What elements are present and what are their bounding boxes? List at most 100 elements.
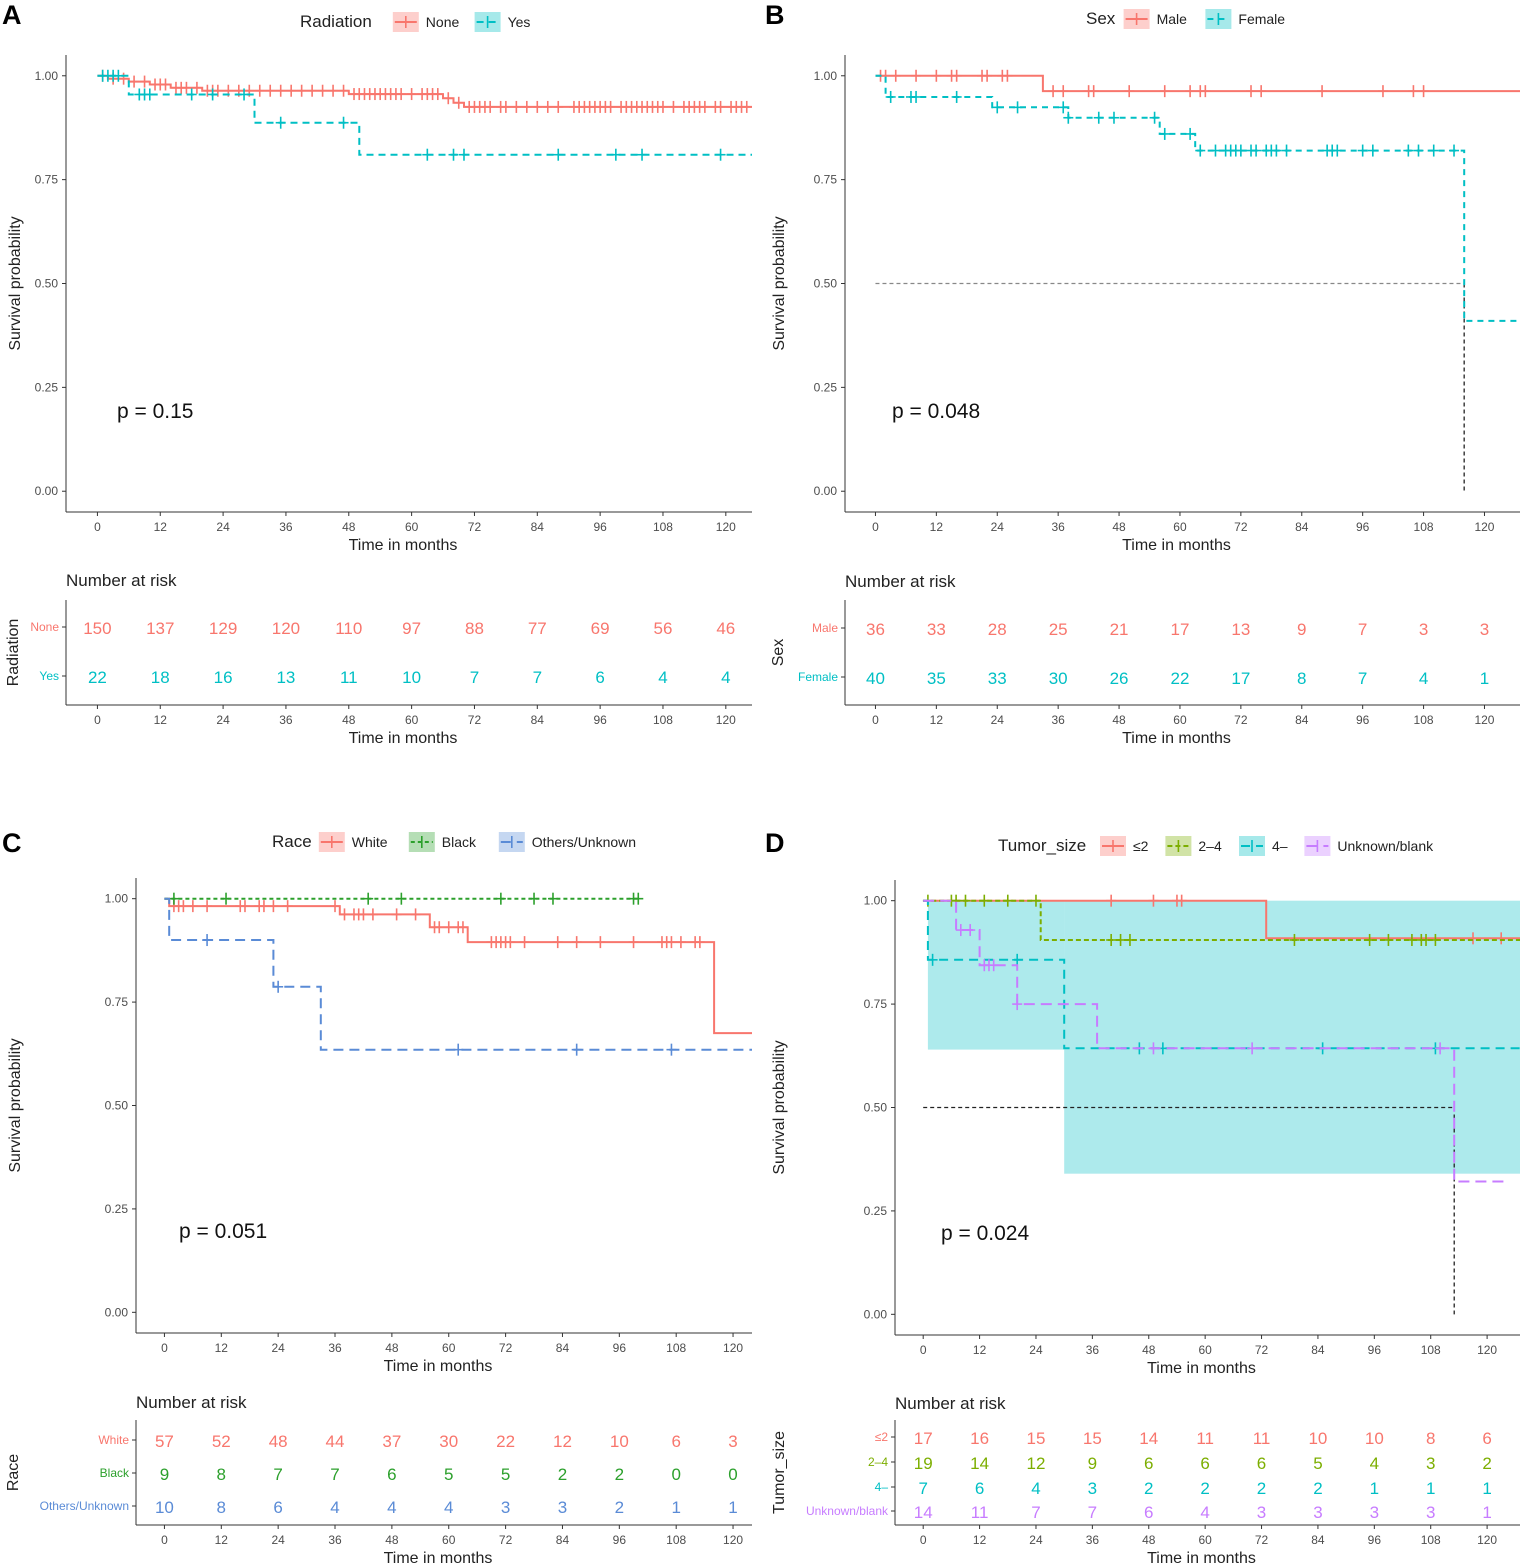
panel-letter: D	[765, 828, 785, 858]
x-tick-label: 36	[328, 1341, 342, 1355]
risk-count: 17	[1171, 620, 1190, 639]
risk-count: 26	[1110, 669, 1129, 688]
risk-count: 1	[728, 1498, 737, 1517]
risk-row-label: Male	[812, 621, 838, 635]
risk-x-tick-label: 84	[1311, 1533, 1325, 1547]
y-tick-label: 0.75	[105, 995, 129, 1009]
panel-A: A Radiation None Yes 0.00 0.25 0.50 0.75 1.00 0 12…	[2, 0, 752, 747]
risk-count: 13	[1231, 620, 1250, 639]
legend-label: Unknown/blank	[1337, 838, 1434, 854]
legend: Sex Male Female	[1086, 9, 1285, 29]
legend-label: White	[352, 834, 388, 850]
risk-x-axis-title: Time in months	[1122, 730, 1231, 747]
risk-count: 2	[1313, 1479, 1322, 1498]
risk-count: 48	[269, 1432, 288, 1451]
risk-count: 21	[1110, 620, 1129, 639]
risk-row-label: Unknown/blank	[806, 1504, 889, 1518]
legend-label: None	[426, 14, 460, 30]
risk-x-tick-label: 120	[723, 1533, 743, 1547]
confidence-band	[1064, 900, 1520, 1174]
x-axis-title: Time in months	[384, 1358, 493, 1375]
risk-row-label: Black	[100, 1466, 130, 1480]
risk-count: 8	[217, 1498, 226, 1517]
risk-count: 40	[866, 669, 885, 688]
risk-row-label: White	[98, 1433, 129, 1447]
legend-key-4-: 4–	[1239, 836, 1288, 856]
risk-count: 14	[1139, 1429, 1158, 1448]
y-tick-label: 0.50	[814, 277, 838, 291]
risk-x-tick-label: 36	[1051, 713, 1065, 727]
risk-count: 7	[330, 1465, 339, 1484]
risk-count: 16	[970, 1429, 989, 1448]
risk-count: 2	[615, 1498, 624, 1517]
risk-count: 10	[402, 668, 421, 687]
risk-count: 6	[387, 1465, 396, 1484]
risk-count: 4	[1419, 669, 1428, 688]
risk-x-tick-label: 60	[1173, 713, 1187, 727]
x-tick-label: 24	[271, 1341, 285, 1355]
risk-row-white: White 57 52 48 44 37 30 22 12 10 6 3	[98, 1432, 737, 1451]
risk-count: 6	[1482, 1429, 1491, 1448]
legend-title: Race	[272, 832, 312, 851]
risk-count: 7	[1358, 620, 1367, 639]
x-tick-label: 48	[342, 520, 356, 534]
risk-x-tick-label: 48	[385, 1533, 399, 1547]
risk-x-tick-label: 72	[1234, 713, 1248, 727]
risk-table-title: Number at risk	[895, 1394, 1006, 1413]
risk-count: 33	[988, 669, 1007, 688]
risk-count: 11	[1196, 1429, 1214, 1448]
x-tick-label: 84	[531, 520, 545, 534]
x-tick-label: 48	[1142, 1343, 1156, 1357]
risk-table-group-label: Radiation	[5, 619, 22, 687]
risk-x-tick-label: 12	[973, 1533, 987, 1547]
risk-count: 10	[610, 1432, 629, 1451]
panel-C: C Race White Black Others/Unknown 0.00 0.25 0.5…	[2, 828, 752, 1567]
risk-count: 110	[335, 619, 362, 638]
risk-table-title: Number at risk	[66, 571, 177, 590]
legend-key-none: None	[392, 12, 460, 32]
legend: Race White Black Others/Unknown	[272, 832, 636, 852]
x-tick-label: 12	[930, 520, 944, 534]
x-tick-label: 96	[613, 1341, 627, 1355]
legend-key-female: Female	[1205, 9, 1285, 29]
y-tick-label: 0.00	[814, 484, 838, 498]
x-tick-label: 24	[1029, 1343, 1043, 1357]
risk-count: 2	[558, 1465, 567, 1484]
risk-count: 15	[1027, 1429, 1046, 1448]
legend-label: Yes	[508, 14, 531, 30]
y-axis-title: Survival probability	[7, 1038, 24, 1172]
risk-count: 16	[214, 668, 233, 687]
risk-x-axis-title: Time in months	[384, 1550, 493, 1567]
x-tick-label: 72	[499, 1341, 513, 1355]
y-tick-label: 0.25	[814, 380, 838, 394]
risk-count: 14	[970, 1454, 989, 1473]
p-value: p = 0.15	[117, 400, 193, 423]
risk-count: 3	[558, 1498, 567, 1517]
risk-table-group-label: Sex	[770, 639, 787, 667]
y-tick-label: 0.00	[35, 484, 59, 498]
risk-count: 97	[402, 619, 421, 638]
series-white	[164, 897, 752, 1035]
x-tick-label: 96	[1368, 1343, 1382, 1357]
x-axis-title: Time in months	[1122, 537, 1231, 554]
y-tick-label: 0.25	[105, 1202, 129, 1216]
risk-table-group-label: Tumor_size	[771, 1431, 788, 1514]
x-tick-label: 60	[405, 520, 419, 534]
risk-row-4-: 4– 7 6 4 3 2 2 2 2 1 1 1	[875, 1479, 1492, 1498]
x-tick-label: 84	[1295, 520, 1309, 534]
risk-x-tick-label: 0	[94, 713, 101, 727]
risk-count: 3	[1257, 1503, 1266, 1522]
risk-count: 2	[1482, 1454, 1491, 1473]
risk-count: 25	[1049, 620, 1068, 639]
risk-count: 3	[1313, 1503, 1322, 1522]
x-tick-label: 120	[723, 1341, 743, 1355]
risk-count: 12	[553, 1432, 572, 1451]
risk-count: 2	[1257, 1479, 1266, 1498]
y-tick-label: 0.75	[864, 997, 888, 1011]
y-axis-title: Survival probability	[7, 216, 24, 350]
y-tick-label: 0.50	[864, 1101, 888, 1115]
risk-count: 11	[1253, 1429, 1271, 1448]
p-value: p = 0.048	[892, 400, 980, 423]
